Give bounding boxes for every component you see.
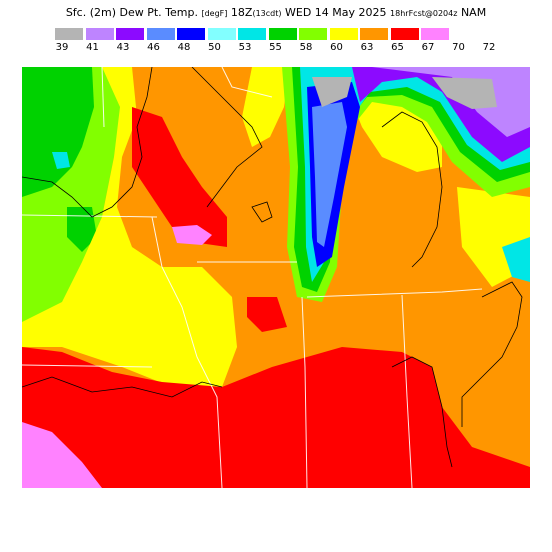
legend-label-72: 72	[482, 42, 496, 53]
title-date: WED 14 May 2025	[285, 6, 387, 19]
legend-swatch-63	[360, 28, 388, 40]
title-model: NAM	[460, 6, 487, 19]
legend-label-50: 50	[208, 42, 221, 53]
field-60-west	[22, 67, 237, 387]
field-55-west	[22, 67, 94, 197]
legend-label-53: 53	[238, 42, 252, 53]
dewpoint-map	[22, 67, 530, 488]
field-53-spot	[52, 152, 70, 169]
field-65-spot	[247, 297, 287, 332]
legend-swatch-60	[329, 28, 358, 40]
legend-swatch-41	[85, 28, 114, 40]
legend-swatch-39	[55, 28, 83, 40]
legend-swatch-55	[268, 28, 297, 40]
title-main: Sfc. (2m) Dew Pt. Temp.	[65, 6, 198, 19]
legend-label-41: 41	[86, 42, 99, 53]
legend-swatch-48	[177, 28, 205, 40]
title-units: [degF]	[201, 9, 228, 18]
legend-swatch-67	[421, 28, 449, 40]
legend-label-46: 46	[147, 42, 160, 53]
legend-swatch-58	[299, 28, 327, 40]
legend-label-60: 60	[330, 42, 343, 53]
legend-swatch-43	[116, 28, 144, 40]
field-53-east	[502, 237, 530, 282]
title-valid: 18Z	[230, 6, 253, 19]
legend-label-65: 65	[391, 42, 404, 53]
legend-swatch-53	[238, 28, 266, 40]
field-67-south	[22, 422, 102, 488]
title-local: (13cdt)	[252, 9, 282, 18]
field-55-spot	[67, 207, 97, 252]
field-60-north	[242, 67, 290, 147]
field-65-south	[22, 347, 530, 488]
field-60-mich	[352, 87, 442, 172]
field-39-spot	[312, 77, 352, 107]
legend-label-48: 48	[177, 42, 191, 53]
legend-swatch-50	[207, 28, 236, 40]
field-39-lakes	[432, 77, 497, 109]
map-title: Sfc. (2m) Dew Pt. Temp. [degF] 18Z(13cdt…	[0, 6, 552, 19]
legend-swatch-65	[390, 28, 419, 40]
legend-label-55: 55	[269, 42, 282, 53]
legend-label-43: 43	[116, 42, 130, 53]
state-borders	[22, 67, 483, 488]
legend-label-67: 67	[421, 42, 435, 53]
legend-label-63: 63	[360, 42, 374, 53]
title-forecast: 18hrFcst@0204z	[390, 9, 458, 18]
legend-label-58: 58	[299, 42, 313, 53]
legend-label-39: 39	[55, 42, 69, 53]
field-67-spot	[172, 225, 212, 245]
field-46-lakes	[312, 102, 347, 247]
legend-swatch-46	[146, 28, 175, 40]
terrain-contours	[22, 67, 523, 468]
field-65-west	[132, 107, 227, 247]
dewpoint-field	[22, 67, 530, 488]
legend-label-70: 70	[452, 42, 465, 53]
